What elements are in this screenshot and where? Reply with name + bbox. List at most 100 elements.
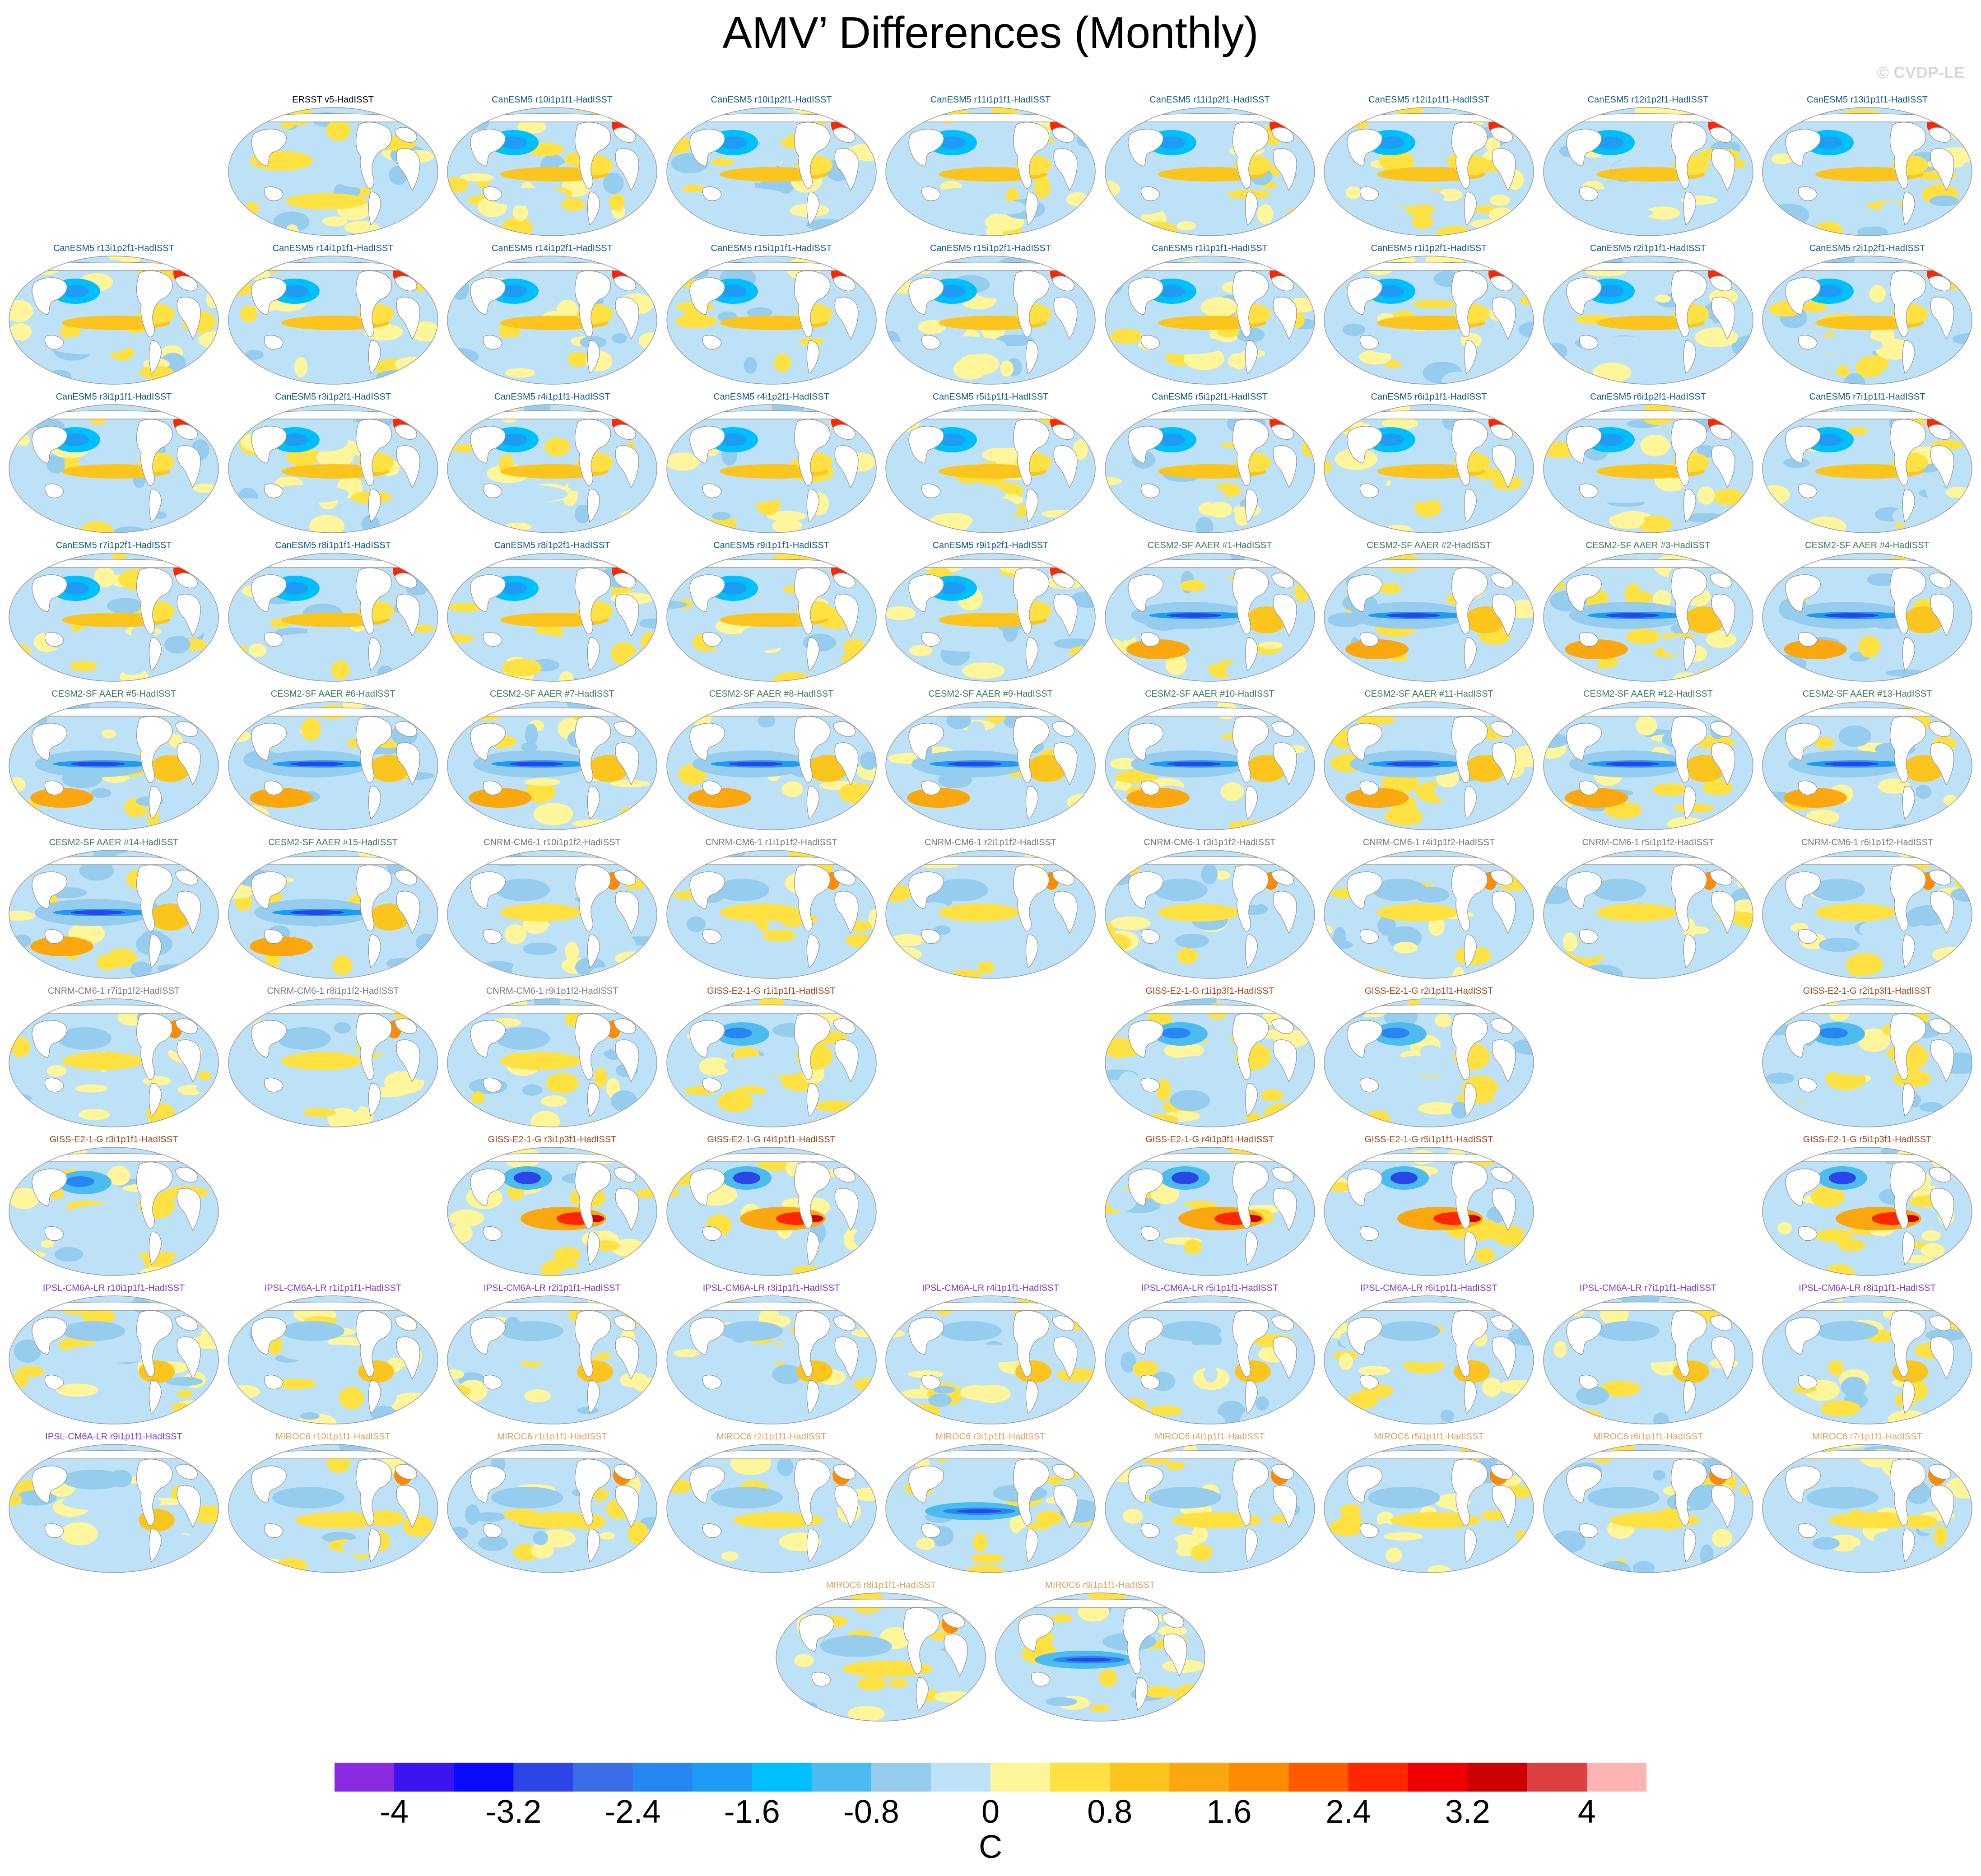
anomaly-patch [1109, 1514, 1125, 1523]
anomaly-patch [1700, 1544, 1714, 1566]
landmass [32, 1020, 67, 1058]
landmass [1013, 716, 1050, 783]
landmass [175, 424, 198, 440]
colorbar-swatch [1527, 1763, 1587, 1792]
anomaly-patch [1937, 1113, 1961, 1127]
landmass [702, 484, 722, 498]
landmass [149, 1231, 162, 1265]
anomaly-patch [88, 328, 120, 337]
map-outline [666, 850, 877, 979]
anomaly-patch [1480, 1510, 1507, 1521]
world-map [666, 553, 877, 682]
map-panel-title: CanESM5 r10i1p1f1-HadISST [492, 95, 613, 105]
anomaly-patch [9, 702, 19, 718]
anomaly-patch [1324, 461, 1332, 473]
map-panel: CanESM5 r9i1p1f1-HadISST [665, 540, 878, 682]
map-outline [885, 1444, 1096, 1573]
anomaly-patch [1260, 1089, 1283, 1102]
landmass [394, 1315, 417, 1331]
landmass [264, 632, 284, 647]
anomaly-patch [1605, 926, 1620, 944]
landmass [908, 426, 944, 464]
anomaly-patch [1806, 1487, 1879, 1508]
anomaly-patch [273, 1378, 316, 1389]
anomaly-patch [1158, 903, 1239, 922]
landmass [806, 1083, 819, 1117]
anomaly-patch [47, 1065, 67, 1077]
map-outline [1104, 998, 1315, 1127]
landmass [1670, 568, 1707, 634]
map-panel: CanESM5 r7i1p1f1-HadISST [1761, 391, 1973, 533]
anomaly-patch [409, 1067, 438, 1080]
anomaly-patch [1596, 136, 1623, 149]
map-panel: CanESM5 r1i1p2f1-HadISST [1323, 242, 1535, 385]
anomaly-patch [1596, 1321, 1660, 1341]
landmass [806, 934, 819, 968]
anomaly-patch [1028, 1522, 1051, 1530]
landmass [1579, 1523, 1599, 1538]
anomaly-patch [1162, 1056, 1253, 1075]
landmass [689, 723, 725, 761]
anomaly-patch [973, 1384, 1011, 1403]
anomaly-patch [886, 413, 896, 423]
anomaly-patch [1105, 954, 1132, 970]
anomaly-patch [939, 433, 966, 446]
landmass [575, 1162, 611, 1229]
anomaly-patch [1582, 188, 1664, 206]
landmass [587, 934, 600, 968]
landmass [1127, 723, 1163, 761]
landmass [264, 335, 284, 350]
landmass [1232, 568, 1269, 634]
anomaly-patch [1850, 1545, 1871, 1564]
anomaly-patch [666, 1410, 685, 1422]
colorbar-swatch [1586, 1763, 1646, 1792]
landmass [1359, 632, 1379, 647]
map-outline [9, 1444, 219, 1573]
anomaly-patch [166, 1377, 203, 1386]
map-panel: GISS-E2-1-G r5i1p1f1-HadISST [1323, 1134, 1535, 1276]
anomaly-patch [602, 964, 643, 975]
anomaly-patch [107, 948, 137, 968]
landmass [1232, 270, 1269, 337]
landmass [136, 1310, 173, 1377]
map-outline [885, 1295, 1096, 1424]
landmass [1347, 1466, 1382, 1504]
anomaly-patch [1363, 188, 1445, 206]
anomaly-patch [9, 256, 27, 269]
anomaly-patch [774, 354, 791, 372]
anomaly-patch [48, 336, 130, 354]
anomaly-patch [1072, 110, 1095, 129]
anomaly-patch [1259, 641, 1283, 649]
anomaly-patch [1855, 358, 1884, 377]
map-panel-title: CanESM5 r8i1p1f1-HadISST [275, 540, 391, 550]
anomaly-patch [1118, 624, 1135, 641]
landmass [1798, 186, 1818, 201]
anomaly-patch [1762, 624, 1793, 638]
anomaly-patch [451, 716, 479, 724]
anomaly-patch [1600, 1381, 1640, 1397]
anomaly-patch [559, 671, 574, 681]
anomaly-patch [1041, 510, 1081, 518]
anomaly-patch [864, 661, 876, 678]
anomaly-patch [1105, 1147, 1114, 1165]
landmass [175, 1464, 198, 1480]
landmass [394, 721, 417, 737]
anomaly-patch [394, 357, 432, 372]
anomaly-patch [1934, 1525, 1947, 1547]
anomaly-patch [270, 1543, 302, 1551]
anomaly-patch [327, 1336, 363, 1347]
anomaly-patch [1731, 111, 1753, 131]
landmass [1670, 270, 1707, 337]
anomaly-patch [1959, 1386, 1972, 1409]
anomaly-patch [1377, 1523, 1394, 1534]
world-map [1324, 1444, 1534, 1573]
anomaly-patch [449, 1209, 484, 1227]
landmass [1451, 122, 1488, 189]
map-panel-title: MIROC6 r4i1p1f1-HadISST [1154, 1432, 1265, 1442]
anomaly-patch [1359, 349, 1391, 365]
map-panel-title: CESM2-SF AAER #2-HadISST [1367, 540, 1491, 550]
anomaly-patch [1869, 285, 1886, 303]
anomaly-patch [1924, 526, 1945, 533]
anomaly-patch [995, 1680, 1003, 1694]
landmass [1140, 186, 1160, 201]
